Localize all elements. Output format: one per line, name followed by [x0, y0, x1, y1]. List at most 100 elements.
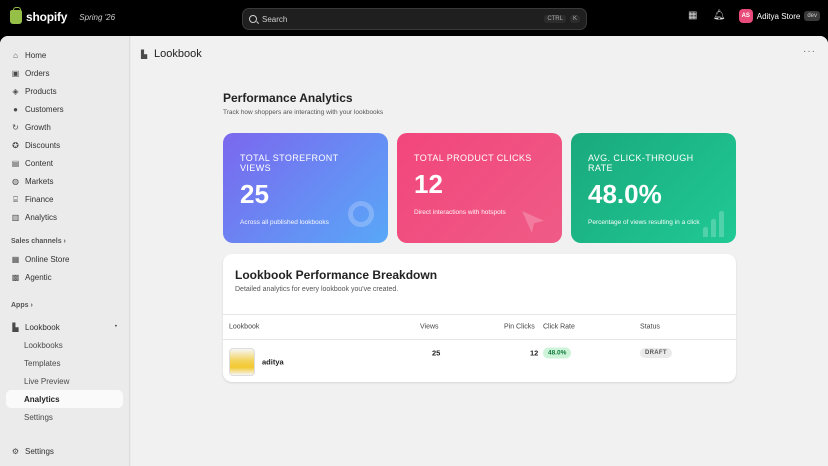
sidebar-item-label: Online Store: [25, 254, 70, 264]
chevron-right-icon: ›: [30, 301, 33, 309]
stat-card-ctr: AVG. CLICK-THROUGH RATE 48.0% Percentage…: [571, 133, 736, 243]
section-subtitle: Track how shoppers are interacting with …: [223, 109, 384, 116]
main-content: ▙ Lookbook ··· Performance Analytics Tra…: [131, 36, 828, 466]
edition-label: Spring '26: [79, 12, 116, 22]
table-row[interactable]: aditya 25 12 48.0% DRAFT: [223, 341, 736, 382]
stat-label: TOTAL PRODUCT CLICKS: [414, 153, 532, 163]
calendar-icon[interactable]: ▦: [688, 10, 698, 21]
views-value: 25: [432, 348, 441, 358]
sidebar-item-settings[interactable]: ⚙ Settings: [0, 442, 130, 460]
sidebar-item-label: Analytics: [25, 212, 58, 222]
stat-label: TOTAL STOREFRONT VIEWS: [240, 153, 339, 173]
sidebar-item-home[interactable]: ⌂ Home: [0, 46, 129, 64]
bank-icon: ⌸: [13, 194, 18, 204]
sidebar-item-label: Markets: [25, 176, 54, 186]
more-actions-icon[interactable]: ···: [803, 46, 816, 57]
lookbook-name: aditya: [262, 357, 284, 366]
orders-icon: ▣: [11, 68, 20, 78]
sidebar-item-label: Products: [25, 86, 57, 96]
sidebar-item-customers[interactable]: ● Customers: [0, 100, 129, 118]
section-title: Performance Analytics: [223, 91, 353, 105]
search-icon: [249, 15, 257, 23]
sidebar-subitem-label: Lookbooks: [24, 340, 63, 350]
sidebar-item-lookbook[interactable]: ▙ Lookbook •: [0, 318, 129, 336]
sidebar-item-online-store[interactable]: ▦ Online Store: [0, 250, 129, 268]
eye-icon: [348, 201, 374, 227]
sidebar-item-finance[interactable]: ⌸ Finance: [0, 190, 129, 208]
home-icon: ⌂: [13, 50, 18, 60]
sidebar-item-orders[interactable]: ▣ Orders: [0, 64, 129, 82]
sidebar-subitem-analytics[interactable]: Analytics: [6, 390, 123, 408]
chevron-right-icon: ›: [63, 237, 66, 245]
sidebar-item-label: Finance: [25, 194, 54, 204]
sidebar-item-content[interactable]: ▤ Content: [0, 154, 129, 172]
stat-card-views: TOTAL STOREFRONT VIEWS 25 Across all pub…: [223, 133, 388, 243]
shopify-logo[interactable]: shopify Spring '26: [10, 7, 116, 24]
sidebar-subitem-templates[interactable]: Templates: [0, 354, 129, 372]
sidebar-item-analytics[interactable]: ▥ Analytics: [0, 208, 129, 226]
shortcut-key: CTRL: [544, 15, 566, 23]
sidebar-item-label: Orders: [25, 68, 50, 78]
shortcut-key: K: [569, 15, 580, 23]
status-badge: DRAFT: [640, 348, 672, 359]
sidebar-subitem-label: Analytics: [24, 394, 60, 404]
bell-icon[interactable]: 🔔︎: [712, 10, 726, 21]
sidebar-subitem-label: Live Preview: [24, 376, 70, 386]
apps-label: Apps: [11, 301, 29, 309]
stat-value: 25: [240, 179, 269, 209]
sales-channels-label: Sales channels: [11, 237, 62, 245]
sidebar-subitem-lookbooks[interactable]: Lookbooks: [0, 336, 129, 354]
content-icon: ▤: [11, 158, 20, 168]
growth-icon: ↻: [12, 122, 19, 132]
sidebar-item-agentic[interactable]: ▩ Agentic: [0, 268, 129, 286]
sidebar-item-label: Discounts: [25, 140, 61, 150]
stat-card-clicks: TOTAL PRODUCT CLICKS 12 Direct interacti…: [397, 133, 562, 243]
store-menu[interactable]: AS Aditya Store dev: [738, 9, 820, 23]
sales-channels-heading[interactable]: Sales channels ›: [0, 232, 129, 250]
sidebar: ⌂ Home ▣ Orders ◈ Products ● Customers ↻ Grow…: [0, 36, 130, 466]
sidebar-item-products[interactable]: ◈ Products: [0, 82, 129, 100]
sidebar-item-markets[interactable]: ◍ Markets: [0, 172, 129, 190]
click-rate-badge: 48.0%: [543, 347, 572, 359]
sidebar-subitem-label: Templates: [24, 358, 61, 368]
apps-heading[interactable]: Apps ›: [0, 296, 129, 314]
table-header: Lookbook Views Pin Clicks Click Rate Sta…: [223, 314, 736, 340]
page-title: Lookbook: [154, 48, 202, 60]
top-bar: shopify Spring '26 Search CTRL K ▦ 🔔︎ AS…: [0, 0, 828, 36]
sidebar-item-discounts[interactable]: ✪ Discounts: [0, 136, 129, 154]
search-bar[interactable]: Search CTRL K: [242, 8, 587, 30]
pin-dot-icon: •: [114, 324, 117, 330]
column-header: Click Rate: [543, 323, 575, 331]
discount-icon: ✪: [12, 140, 19, 150]
sidebar-item-label: Content: [25, 158, 54, 168]
gear-icon: ⚙: [11, 446, 20, 456]
bar-chart-icon: ▥: [11, 212, 20, 222]
panel-subtitle: Detailed analytics for every lookbook yo…: [235, 286, 399, 293]
agent-icon: ▩: [11, 272, 20, 282]
stat-description: Percentage of views resulting in a click: [588, 219, 700, 226]
lookbook-thumbnail: [229, 348, 255, 376]
lookbook-app-icon: ▙: [141, 49, 148, 59]
app-shell: ⌂ Home ▣ Orders ◈ Products ● Customers ↻ Grow…: [0, 36, 828, 466]
sidebar-item-label: Settings: [25, 446, 54, 456]
stat-value: 12: [414, 169, 443, 199]
stat-description: Direct interactions with hotspots: [414, 209, 506, 216]
sidebar-item-label: Customers: [25, 104, 64, 114]
brand-name: shopify: [26, 10, 68, 24]
book-icon: ▙: [12, 322, 19, 332]
sidebar-item-label: Lookbook: [25, 322, 60, 332]
shortcut-hint: CTRL K: [544, 15, 580, 23]
sidebar-item-label: Agentic: [25, 272, 52, 282]
stat-value: 48.0%: [588, 179, 662, 209]
column-header: Lookbook: [229, 323, 260, 331]
column-header: Status: [640, 323, 660, 331]
sidebar-item-growth[interactable]: ↻ Growth: [0, 118, 129, 136]
column-header: Pin Clicks: [504, 323, 535, 331]
page-header: ▙ Lookbook: [141, 48, 202, 60]
pin-clicks-value: 12: [530, 348, 539, 358]
tag-icon: ◈: [12, 86, 19, 96]
breakdown-panel: Lookbook Performance Breakdown Detailed …: [223, 254, 736, 382]
sidebar-subitem-live-preview[interactable]: Live Preview: [0, 372, 129, 390]
sidebar-subitem-settings[interactable]: Settings: [0, 408, 129, 426]
store-name: Aditya Store: [756, 11, 801, 21]
